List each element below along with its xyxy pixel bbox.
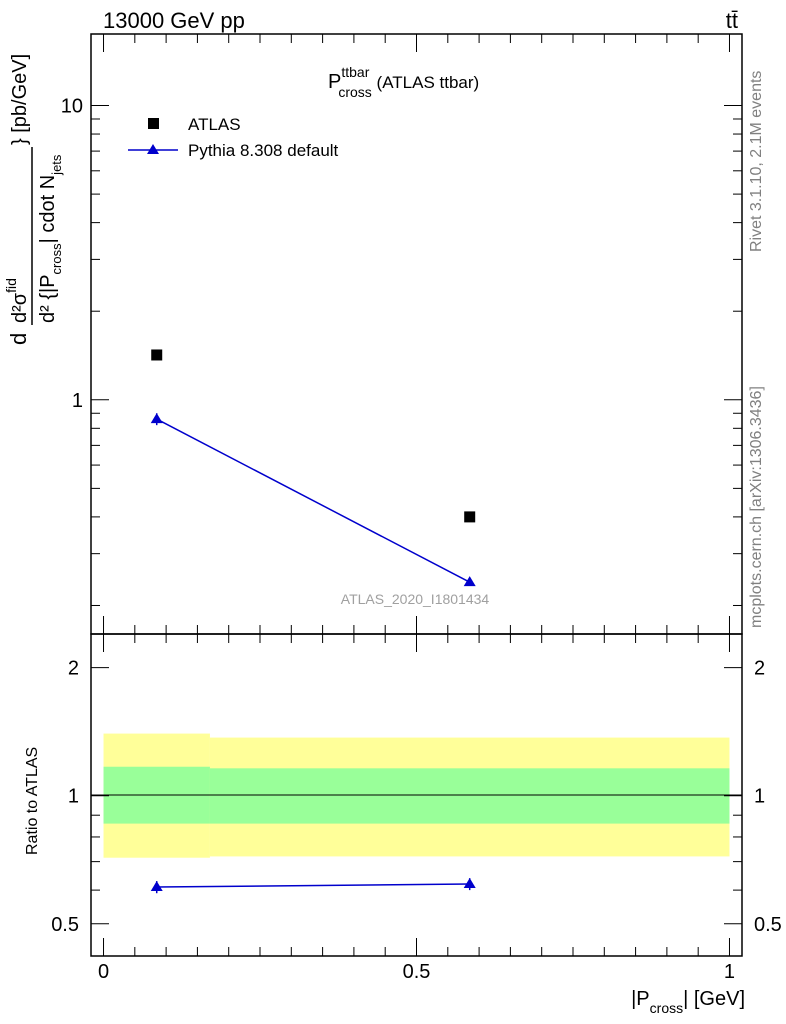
y-tick-label: 10	[61, 96, 83, 118]
atlas-data-point	[151, 349, 163, 361]
final-state-label: tt̄	[726, 8, 738, 33]
svg-text:} [pb/GeV]: } [pb/GeV]	[9, 54, 31, 145]
ratio-y-axis-label: Ratio to ATLAS	[24, 747, 41, 855]
ratio-y-tick-label: 0.5	[51, 914, 79, 936]
process-label: 13000 GeV pp	[103, 8, 245, 33]
plot-title: Pttbar cross (ATLAS ttbar)	[328, 64, 479, 100]
ratio-y-tick-label: 2	[68, 658, 79, 680]
pythia-line	[156, 418, 471, 583]
atlas-data-point	[464, 511, 476, 523]
pythia-data-point	[150, 413, 163, 424]
legend-atlas-label: ATLAS	[188, 115, 241, 134]
legend-atlas-marker	[148, 118, 159, 129]
pythia-data-point	[463, 576, 476, 587]
mcplots-credit: mcplots.cern.ch [arXiv:1306.3436]	[748, 386, 765, 628]
legend-pythia-label: Pythia 8.308 default	[188, 141, 339, 160]
ratio-panel: 0.5 0.5 1 1 2 2	[51, 633, 782, 957]
x-tick-label: 0.5	[403, 961, 431, 983]
main-panel: 1 10 Pttbar cross (ATLAS ttbar) ATLAS Pyth…	[61, 33, 743, 635]
uncertainty-band	[209, 768, 730, 824]
svg-text:d: d	[6, 333, 31, 345]
ratio-data-point	[150, 881, 163, 892]
ratio-y-tick-label-right: 1	[754, 786, 765, 808]
x-tick-label: 1	[724, 961, 735, 983]
ratio-y-tick-label: 1	[68, 786, 79, 808]
legend-pythia-marker	[147, 144, 159, 154]
ratio-pythia-line	[156, 883, 470, 888]
analysis-watermark: ATLAS_2020_I1801434	[341, 591, 490, 607]
x-tick-label: 0	[98, 961, 109, 983]
ratio-y-tick-label-right: 0.5	[754, 914, 782, 936]
ratio-data-point	[463, 878, 476, 889]
y-tick-label: 1	[72, 390, 83, 412]
x-axis-label: |Pcross| [GeV]	[631, 988, 745, 1016]
y-axis-label: d d²σfid d² {|Pcross| cdot Njets } [pb/G…	[3, 54, 64, 345]
ratio-y-tick-label-right: 2	[754, 658, 765, 680]
rivet-info: Rivet 3.1.10, 2.1M events	[748, 71, 765, 252]
legend: ATLAS Pythia 8.308 default	[128, 115, 339, 160]
svg-text:d²σfid: d²σfid	[3, 278, 31, 323]
svg-text:d² {|Pcross| cdot Njets: d² {|Pcross| cdot Njets	[37, 154, 64, 323]
